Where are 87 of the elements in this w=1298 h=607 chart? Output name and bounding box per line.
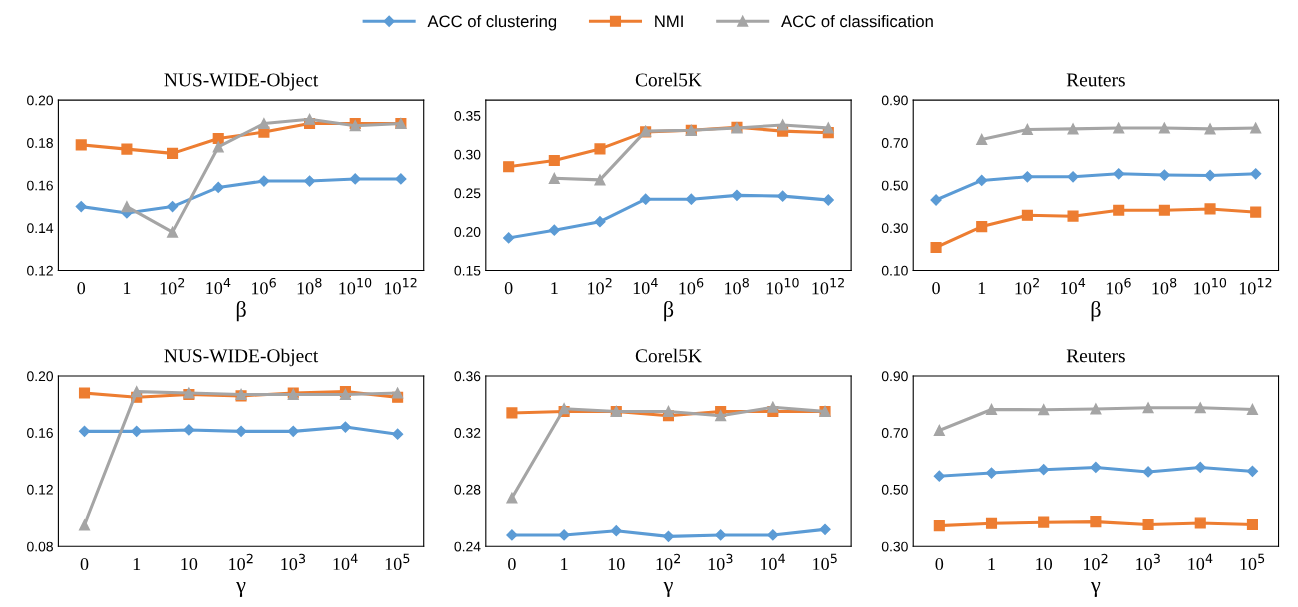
y-tick-label: 0.14 [27,223,54,234]
x-tick-label: 10$^{2}$ [229,553,253,571]
x-tick-label: 10$^{2}$ [656,553,681,571]
y-tick-label: 0.50 [881,484,908,495]
x-tick-label: 10$^{12}$ [812,277,844,295]
y-tick-label: 0.15 [454,265,481,276]
y-tick-label: 0.12 [27,265,53,276]
x-tick-label: 1 [978,282,986,295]
chart-title: Reuters [1066,349,1125,363]
y-tick-label: 0.20 [27,95,54,106]
y-tick-label: 0.70 [881,138,908,148]
x-axis-title: β [1091,300,1101,322]
x-tick-label: 10$^{10}$ [766,277,799,295]
x-tick-label: 10$^{5}$ [1240,553,1265,571]
x-tick-label: 10$^{12}$ [1239,277,1272,295]
x-tick-label: 10$^{5}$ [813,553,837,571]
x-tick-label: 0 [935,557,944,571]
x-tick-label: 10 [608,557,625,571]
y-tick-label: 0.30 [881,223,908,234]
chart-title: Reuters [1066,73,1125,87]
y-tick-label: 0.18 [27,138,53,148]
x-tick-label: 1 [551,282,558,295]
y-tick-label: 0.24 [454,541,481,552]
y-tick-label: 0.28 [454,484,481,495]
x-tick-label: 10$^{4}$ [1061,277,1086,295]
x-tick-label: 10$^{4}$ [206,277,231,295]
x-tick-label: 1 [561,558,568,570]
legend-label: NMI [655,15,683,28]
y-tick-label: 0.08 [27,541,53,552]
x-axis-title: β [664,300,674,322]
y-tick-label: 0.90 [881,95,908,106]
x-tick-label: 1 [133,558,141,570]
y-tick-label: 0.20 [454,227,481,237]
chart-title: Corel5K [635,348,702,363]
x-tick-label: 10$^{3}$ [708,553,733,571]
x-tick-label: 10$^{2}$ [1084,553,1108,571]
legend-label: ACC of clustering [427,15,557,31]
x-tick-label: 10$^{4}$ [760,553,785,571]
x-tick-label: 1 [988,558,995,570]
x-tick-label: 10$^{6}$ [1106,277,1131,295]
y-tick-label: 0.50 [881,180,908,191]
y-tick-label: 0.35 [454,110,481,121]
x-tick-label: 10$^{10}$ [339,277,372,295]
y-tick-label: 0.70 [881,428,908,438]
x-tick-label: 0 [932,282,940,295]
x-tick-label: 10$^{6}$ [679,277,704,295]
y-tick-label: 0.16 [27,180,53,191]
x-tick-label: 10$^{3}$ [281,553,306,571]
y-tick-label: 0.30 [881,541,908,552]
x-tick-label: 1 [123,282,131,295]
x-tick-label: 10$^{4}$ [333,553,358,571]
y-tick-label: 0.12 [27,484,53,495]
x-tick-label: 10$^{8}$ [725,277,749,295]
x-tick-label: 10$^{3}$ [1136,553,1160,571]
y-tick-label: 0.30 [454,149,481,160]
chart-title: NUS-WIDE-Object [164,72,319,91]
x-tick-label: 10$^{12}$ [385,277,417,295]
x-axis-title: γ [663,582,673,597]
x-tick-label: 10 [1036,557,1053,571]
x-axis-title: γ [236,582,246,597]
x-tick-label: 10$^{6}$ [252,277,276,295]
x-tick-label: 10$^{5}$ [385,553,410,571]
x-tick-label: 0 [504,282,513,295]
y-tick-label: 0.20 [27,371,54,382]
y-tick-label: 0.32 [454,428,481,438]
x-tick-label: 10$^{2}$ [160,277,185,295]
y-tick-label: 0.16 [27,428,53,438]
x-tick-label: 10$^{8}$ [1152,277,1177,295]
x-axis-title: γ [1090,582,1101,597]
y-tick-label: 0.10 [881,265,908,276]
chart-title: NUS-WIDE-Object [164,348,319,367]
y-tick-label: 0.90 [881,371,908,382]
x-tick-label: 10$^{4}$ [633,277,658,295]
x-tick-label: 0 [508,557,516,571]
x-tick-label: 10$^{2}$ [1015,277,1039,295]
x-tick-label: 10$^{4}$ [1188,553,1213,571]
x-tick-label: 10$^{2}$ [588,277,612,295]
x-tick-label: 0 [77,282,86,295]
x-tick-label: 10$^{10}$ [1194,277,1227,295]
x-tick-label: 10 [181,557,198,571]
chart-title: Corel5K [635,72,702,87]
x-tick-label: 10$^{8}$ [297,277,322,295]
x-tick-label: 0 [80,557,89,571]
legend-label: ACC of classification [781,15,933,28]
x-axis-title: β [236,300,246,322]
y-tick-label: 0.25 [454,188,481,199]
y-tick-label: 0.36 [454,371,481,382]
